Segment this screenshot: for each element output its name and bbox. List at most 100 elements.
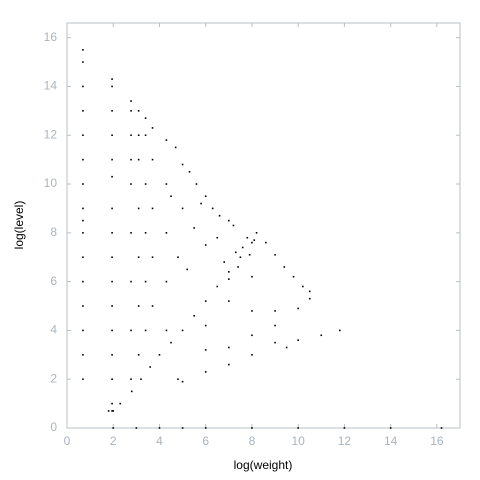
point [111,256,113,259]
point [241,246,244,249]
point [251,427,253,429]
point [204,195,207,198]
point [283,266,286,268]
point [111,305,113,307]
point [274,341,276,344]
point [246,236,249,239]
point [170,195,172,198]
y-tick-label: 10 [44,176,58,190]
point [216,236,219,239]
point [320,334,323,337]
point [111,410,113,412]
point [165,232,168,234]
point [144,183,147,185]
point [111,134,113,137]
point [223,261,225,263]
point [107,410,110,412]
x-tick-label: 4 [156,434,163,448]
point [204,300,207,302]
point [440,427,443,429]
point [130,110,132,112]
point [239,256,242,259]
point [248,253,251,256]
point [251,241,253,244]
point [193,227,195,229]
point [389,427,392,429]
y-tick-label: 14 [44,79,58,93]
point [237,266,239,268]
point [181,329,184,332]
point [151,305,154,307]
point [274,253,276,256]
point [181,163,184,166]
point [111,158,113,161]
x-tick-label: 6 [202,434,209,448]
x-tick-label: 12 [338,434,352,448]
point [228,363,230,366]
point [130,232,132,234]
point [181,207,184,210]
point [204,349,207,351]
point [204,427,207,429]
point [144,329,147,332]
point [218,214,221,217]
point [158,427,161,429]
point [177,256,179,259]
point [251,310,253,312]
point [112,410,115,412]
point [82,207,84,210]
point [130,134,132,137]
point [204,371,207,373]
point [130,390,133,393]
point [265,241,267,244]
point [144,134,147,137]
point [130,158,132,161]
point [234,251,237,254]
y-tick-label: 0 [50,420,57,434]
point [111,329,113,332]
point [151,256,154,259]
point [119,402,121,405]
point [338,329,341,332]
point [144,117,147,119]
point [151,158,154,161]
point [292,275,295,278]
point [274,310,276,312]
point [82,110,84,112]
point [177,378,179,381]
point [144,232,147,234]
point [151,207,154,210]
x-tick-label: 10 [291,434,305,448]
point [82,329,84,332]
point [137,305,140,307]
point [211,207,214,210]
point [130,280,132,283]
y-tick-label: 6 [50,274,57,288]
point [144,280,147,283]
point [181,380,184,383]
point [111,207,113,210]
point [135,427,138,429]
point [204,324,207,327]
point [165,139,168,141]
point [297,307,299,310]
point [193,314,195,317]
point [82,378,84,381]
x-tick-label: 2 [110,434,117,448]
y-tick-label: 12 [44,127,58,141]
x-axis-title: log(weight) [234,458,293,472]
point [151,127,154,129]
point [232,224,235,227]
point [82,256,84,259]
x-tick-label: 16 [430,434,444,448]
point [82,305,84,307]
point [251,275,253,278]
x-tick-label: 14 [384,434,398,448]
point [302,285,304,288]
point [274,324,276,327]
point [297,427,299,429]
x-tick-label: 0 [64,434,71,448]
point [111,354,113,356]
point [308,290,311,293]
point [130,329,132,332]
